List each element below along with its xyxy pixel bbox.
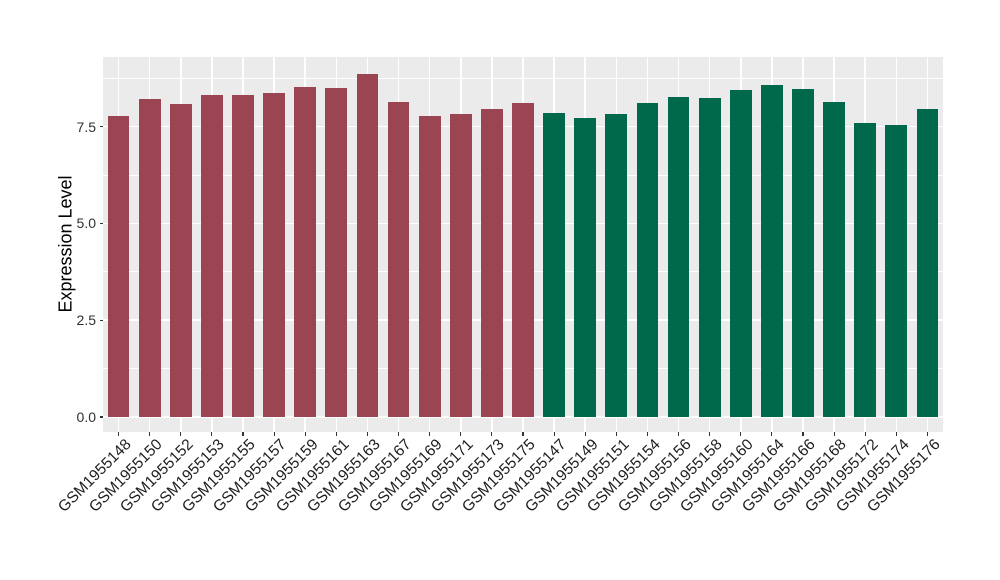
x-tick-mark (553, 432, 555, 436)
x-tick-mark (771, 432, 773, 436)
x-tick-mark (522, 432, 524, 436)
x-tick-mark (646, 432, 649, 436)
bar-GSM1955147 (543, 112, 565, 417)
x-tick-mark (304, 432, 306, 436)
y-tick-mark (99, 125, 103, 128)
bar-GSM1955153 (200, 95, 223, 417)
minor-gridline (103, 77, 943, 79)
y-tick-label: 7.5 (76, 118, 96, 135)
y-tick-label: 2.5 (76, 312, 96, 329)
bar-GSM1955171 (449, 113, 472, 417)
x-tick-mark (864, 432, 866, 436)
bar-GSM1955169 (418, 116, 441, 417)
x-tick-mark (117, 432, 120, 436)
bar-GSM1955160 (729, 89, 752, 417)
x-tick-mark (677, 432, 680, 436)
bar-GSM1955163 (356, 73, 379, 417)
x-tick-mark (273, 432, 275, 436)
bar-GSM1955161 (325, 87, 348, 417)
bar-GSM1955151 (605, 114, 628, 417)
y-tick-mark (99, 319, 103, 321)
bar-GSM1955148 (107, 116, 130, 417)
x-tick-mark (211, 432, 213, 436)
x-tick-mark (149, 432, 151, 436)
bar-GSM1955149 (574, 117, 597, 417)
x-tick-mark (895, 432, 897, 436)
bar-GSM1955174 (885, 124, 908, 417)
x-tick-mark (460, 432, 462, 436)
x-tick-mark (926, 432, 929, 436)
bar-GSM1955150 (138, 99, 161, 417)
bar-GSM1955157 (263, 93, 285, 417)
bar-GSM1955156 (667, 97, 690, 417)
x-tick-mark (615, 432, 617, 436)
x-tick-mark (242, 432, 244, 436)
x-tick-mark (584, 432, 586, 436)
x-tick-mark (491, 432, 493, 436)
y-tick-label: 5.0 (76, 215, 96, 232)
bar-GSM1955176 (916, 109, 939, 417)
bar-GSM1955154 (636, 102, 659, 417)
x-tick-mark (335, 432, 337, 436)
major-gridline (103, 416, 943, 418)
bar-GSM1955166 (792, 88, 814, 417)
bar-GSM1955158 (698, 97, 721, 417)
y-tick-mark (99, 222, 103, 224)
x-tick-mark (833, 432, 835, 436)
bar-GSM1955172 (854, 123, 877, 417)
x-tick-mark (709, 432, 711, 436)
bar-GSM1955152 (169, 104, 192, 417)
bar-GSM1955175 (512, 102, 534, 417)
x-tick-mark (397, 432, 400, 436)
bar-GSM1955159 (294, 87, 317, 417)
y-tick-mark (99, 416, 103, 418)
bar-GSM1955167 (387, 101, 410, 417)
bar-GSM1955164 (760, 85, 783, 417)
y-tick-label: 0.0 (76, 409, 96, 425)
x-tick-mark (180, 432, 182, 436)
y-axis-title: Expression Level (55, 175, 76, 313)
x-tick-mark (429, 432, 431, 436)
plot-panel (103, 57, 943, 432)
x-tick-mark (740, 432, 742, 436)
bar-GSM1955155 (232, 95, 254, 417)
x-tick-mark (802, 432, 804, 436)
x-tick-mark (366, 432, 369, 436)
bar-GSM1955173 (480, 108, 503, 417)
bar-GSM1955168 (823, 102, 845, 417)
